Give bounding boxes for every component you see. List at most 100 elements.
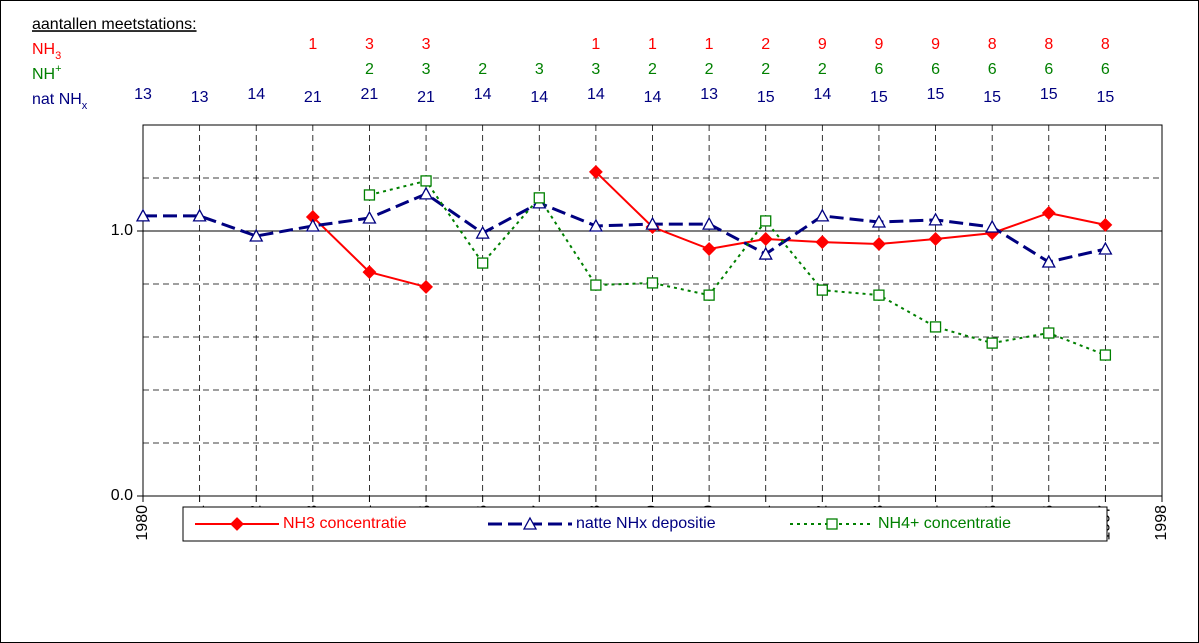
- marker: [928, 232, 943, 246]
- station-count: 9: [931, 36, 940, 53]
- marker: [1098, 217, 1113, 232]
- station-count: 3: [422, 36, 431, 53]
- marker: [703, 289, 715, 301]
- station-count: 15: [1040, 86, 1058, 103]
- marker: [475, 225, 490, 239]
- station-count: 2: [705, 61, 714, 78]
- station-count: 14: [813, 86, 831, 103]
- station-row-superscript: +: [55, 63, 61, 75]
- marker: [192, 208, 207, 222]
- station-count: 6: [988, 61, 997, 78]
- x-tick-label: 1998: [1153, 505, 1170, 541]
- marker: [522, 516, 538, 530]
- marker: [533, 192, 545, 204]
- marker: [1041, 206, 1056, 220]
- station-count: 8: [1044, 36, 1053, 53]
- station-count: 2: [365, 61, 374, 78]
- station-count: 2: [761, 61, 770, 78]
- station-count: 15: [1096, 89, 1114, 106]
- marker: [588, 164, 603, 179]
- station-row-label-text: NH: [32, 41, 55, 58]
- marker: [986, 337, 998, 349]
- marker: [477, 257, 489, 269]
- marker: [249, 228, 264, 242]
- station-count: 2: [818, 61, 827, 78]
- station-count: 3: [591, 61, 600, 78]
- station-count: 8: [988, 36, 997, 53]
- marker: [590, 279, 602, 291]
- station-count: 6: [1044, 61, 1053, 78]
- x-tick-label: 1980: [134, 505, 151, 541]
- station-count: 6: [874, 61, 883, 78]
- marker: [230, 517, 244, 531]
- station-count: 21: [304, 89, 322, 106]
- marker: [1043, 327, 1055, 339]
- station-row-label: NH3: [32, 41, 61, 62]
- station-row-subscript: 3: [55, 50, 61, 62]
- marker: [873, 289, 885, 301]
- station-count: 15: [870, 89, 888, 106]
- marker: [928, 212, 943, 226]
- station-count: 6: [1101, 61, 1110, 78]
- station-count: 14: [474, 86, 492, 103]
- marker: [1098, 241, 1113, 255]
- marker: [363, 189, 376, 201]
- legend-label: natte NHx depositie: [576, 515, 716, 532]
- station-count: 14: [587, 86, 605, 103]
- station-count: 21: [361, 86, 379, 103]
- marker: [758, 232, 773, 246]
- station-count: 15: [983, 89, 1001, 106]
- station-count: 13: [134, 86, 152, 103]
- station-row-label: nat NHx: [32, 91, 88, 112]
- station-header: aantallen meetstations:: [32, 16, 197, 33]
- legend: [182, 506, 1108, 542]
- legend-label: NH4+ concentratie: [878, 515, 1011, 532]
- marker: [758, 246, 773, 260]
- marker: [929, 321, 942, 333]
- marker: [815, 208, 830, 222]
- station-count: 14: [644, 89, 662, 106]
- station-count: 9: [818, 36, 827, 53]
- station-row-label: NH+: [32, 63, 62, 83]
- station-count: 3: [535, 61, 544, 78]
- marker: [588, 218, 603, 232]
- station-row-label-text: nat NH: [32, 91, 82, 108]
- station-count: 2: [761, 36, 770, 53]
- legend-label: NH3 concentratie: [283, 515, 407, 532]
- marker: [816, 284, 828, 296]
- station-count: 6: [931, 61, 940, 78]
- marker: [760, 215, 772, 227]
- marker: [985, 219, 1000, 233]
- station-count: 1: [705, 36, 714, 53]
- marker: [872, 237, 886, 251]
- station-count: 15: [927, 86, 945, 103]
- station-count: 2: [478, 61, 487, 78]
- station-count: 8: [1101, 36, 1110, 53]
- marker: [1041, 254, 1056, 268]
- marker: [646, 277, 659, 289]
- station-count: 2: [648, 61, 657, 78]
- station-count: 1: [591, 36, 600, 53]
- station-row-subscript: x: [82, 100, 88, 112]
- station-count: 21: [417, 89, 435, 106]
- station-count: 13: [191, 89, 209, 106]
- marker: [826, 518, 838, 530]
- station-count: 9: [874, 36, 883, 53]
- marker: [419, 279, 433, 294]
- station-count: 14: [530, 89, 548, 106]
- station-count: 14: [247, 86, 265, 103]
- station-count: 1: [648, 36, 657, 53]
- marker: [135, 208, 151, 222]
- station-row-label-text: NH: [32, 66, 55, 83]
- marker: [305, 218, 320, 232]
- marker: [702, 216, 717, 230]
- marker: [815, 235, 830, 250]
- marker: [362, 210, 377, 224]
- y-tick-label: 1.0: [111, 222, 133, 239]
- station-count: 15: [757, 89, 775, 106]
- y-tick-label: 0.0: [111, 487, 133, 504]
- marker: [1099, 349, 1112, 361]
- station-count: 13: [700, 86, 718, 103]
- station-count: 3: [422, 61, 431, 78]
